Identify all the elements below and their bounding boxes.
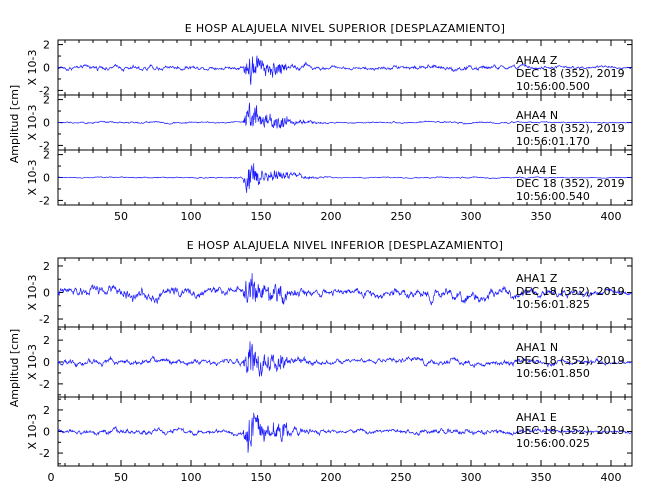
trace-annotation-line: DEC 18 (352), 2019 (516, 177, 625, 190)
chart-bottom-ylabel: Amplitud [cm] (8, 329, 21, 407)
trace-annotation-line: DEC 18 (352), 2019 (516, 354, 625, 367)
trace-annotation-line: 10:56:00.540 (516, 190, 590, 203)
seismic-trace (57, 273, 633, 306)
x-tick-label: 250 (391, 210, 412, 223)
x-tick-label: 200 (321, 210, 342, 223)
y-unit-label: X 10-3 (26, 344, 39, 380)
x-tick-label: 400 (601, 210, 622, 223)
trace-annotation-line: AHA4 N (516, 109, 558, 122)
y-tick-label: 2 (43, 39, 50, 52)
trace-annotation-line: AHA4 E (516, 164, 557, 177)
y-unit-label: X 10-3 (26, 160, 39, 196)
trace-annotation-line: DEC 18 (352), 2019 (516, 67, 625, 80)
y-tick-label: -2 (39, 84, 50, 97)
trace-annotation-line: 10:56:01.850 (516, 367, 590, 380)
chart-bottom: E HOSP ALAJUELA NIVEL INFERIOR [DESPLAZA… (8, 239, 633, 484)
x-tick-label: 350 (531, 210, 552, 223)
chart-top-title: E HOSP ALAJUELA NIVEL SUPERIOR [DESPLAZA… (185, 22, 505, 35)
trace-annotation-line: DEC 18 (352), 2019 (516, 424, 625, 437)
x-tick-label: 50 (114, 210, 128, 223)
y-tick-label: 2 (43, 260, 50, 273)
y-tick-label: 0 (43, 117, 50, 130)
x-tick-label: 200 (321, 471, 342, 484)
y-unit-label: X 10-3 (26, 50, 39, 86)
y-tick-label: -2 (39, 194, 50, 207)
y-tick-label: 0 (43, 287, 50, 300)
trace-annotation-line: DEC 18 (352), 2019 (516, 285, 625, 298)
x-tick-label: 150 (251, 471, 272, 484)
chart-top-ylabel: Amplitud [cm] (8, 85, 21, 163)
trace-annotation-line: AHA1 N (516, 341, 558, 354)
x-tick-label: 300 (461, 471, 482, 484)
trace-annotation-line: AHA1 Z (516, 272, 558, 285)
y-tick-label: 2 (43, 334, 50, 347)
y-tick-label: -2 (39, 378, 50, 391)
y-tick-label: -2 (39, 139, 50, 152)
x-tick-label: 300 (461, 210, 482, 223)
seismic-trace (57, 55, 633, 85)
trace-annotation-line: 10:56:00.500 (516, 80, 590, 93)
x-tick-label: 100 (181, 471, 202, 484)
seismic-trace (57, 102, 632, 129)
chart-top: E HOSP ALAJUELA NIVEL SUPERIOR [DESPLAZA… (8, 22, 633, 223)
y-tick-label: 0 (43, 172, 50, 185)
chart-bottom-title: E HOSP ALAJUELA NIVEL INFERIOR [DESPLAZA… (187, 239, 504, 252)
seismic-trace (57, 341, 633, 377)
x-tick-label: 350 (531, 471, 552, 484)
y-tick-label: -2 (39, 313, 50, 326)
y-tick-label: -2 (39, 447, 50, 460)
y-tick-label: 0 (43, 62, 50, 75)
trace-annotation-line: AHA1 E (516, 411, 557, 424)
y-unit-label: X 10-3 (26, 105, 39, 141)
x-tick-label: 50 (114, 471, 128, 484)
y-tick-label: 2 (43, 94, 50, 107)
y-tick-label: 2 (43, 404, 50, 417)
y-tick-label: 0 (43, 356, 50, 369)
trace-annotation-line: 10:56:01.170 (516, 135, 590, 148)
seismic-trace (57, 412, 633, 453)
trace-annotation-line: 10:56:01.825 (516, 298, 590, 311)
seismic-trace (58, 163, 632, 193)
trace-annotation-line: AHA4 Z (516, 54, 558, 67)
y-tick-label: 2 (43, 149, 50, 162)
y-unit-label: X 10-3 (26, 275, 39, 311)
x-tick-label: 0 (48, 471, 55, 484)
trace-annotation-line: 10:56:00.025 (516, 437, 590, 450)
x-tick-label: 100 (181, 210, 202, 223)
trace-annotation-line: DEC 18 (352), 2019 (516, 122, 625, 135)
y-unit-label: X 10-3 (26, 414, 39, 450)
x-tick-label: 400 (601, 471, 622, 484)
x-tick-label: 250 (391, 471, 412, 484)
y-tick-label: 0 (43, 426, 50, 439)
x-tick-label: 150 (251, 210, 272, 223)
